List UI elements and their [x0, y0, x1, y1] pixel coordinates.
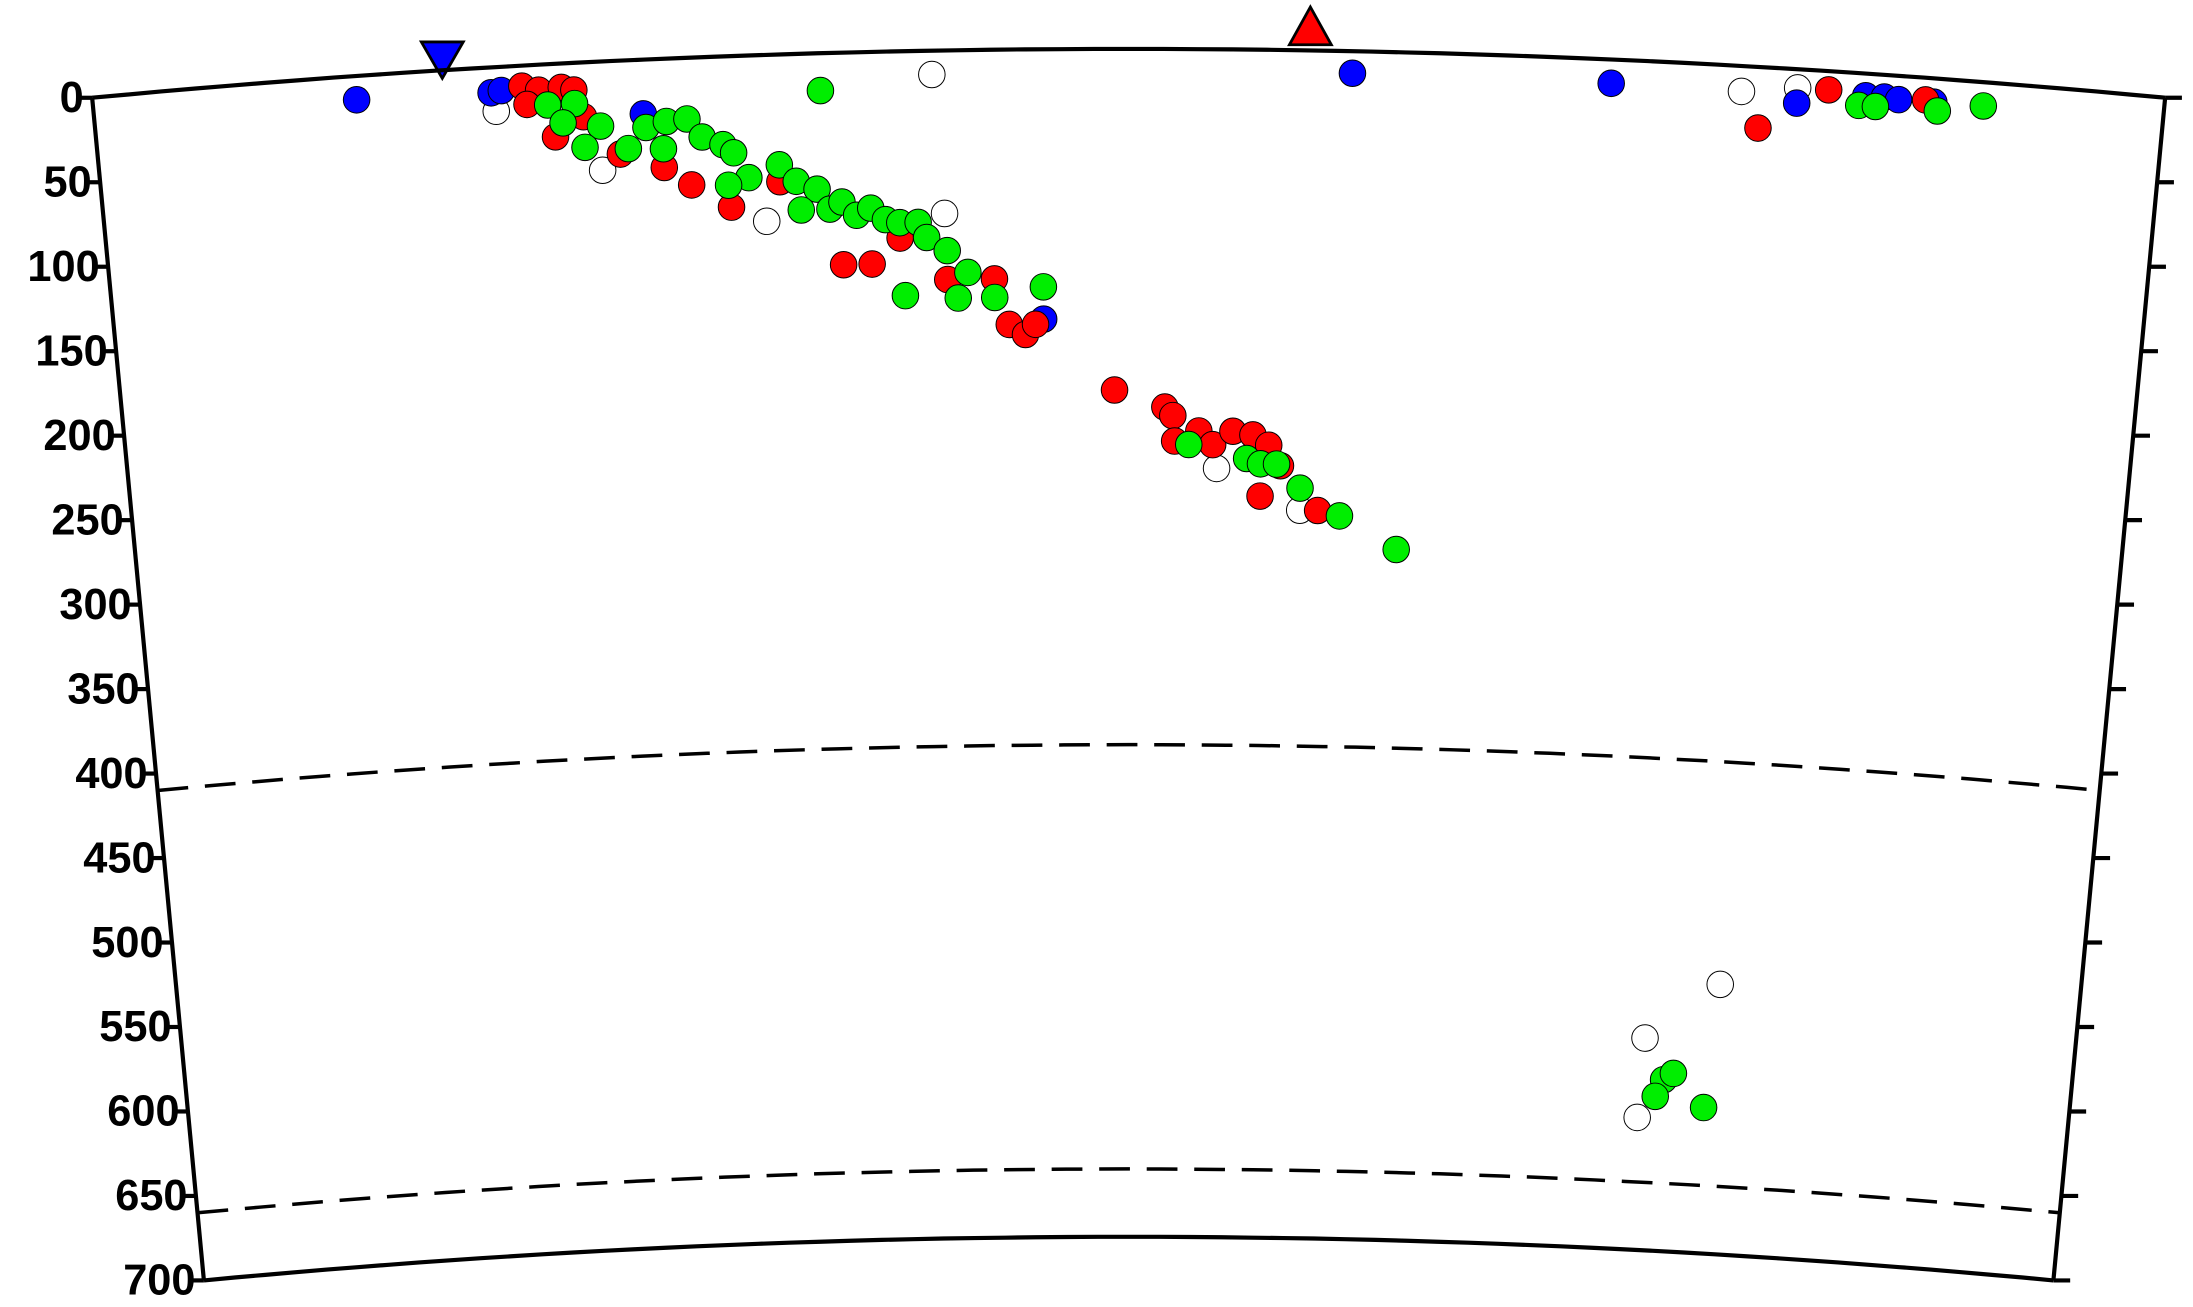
- event-point: [1021, 310, 1050, 339]
- event-point: [765, 151, 794, 179]
- event-point: [342, 86, 371, 114]
- y-tick-label: 100: [27, 243, 99, 291]
- event-point: [1706, 970, 1734, 999]
- y-tick-label: 250: [51, 496, 123, 544]
- y-tick-label: 350: [67, 665, 139, 713]
- event-point: [1884, 85, 1913, 114]
- volcano-marker: [1287, 4, 1334, 47]
- event-point: [649, 134, 678, 163]
- event-point: [1246, 482, 1274, 510]
- event-point: [1159, 401, 1187, 430]
- event-point: [1382, 535, 1410, 564]
- y-tick-label: 150: [35, 327, 107, 375]
- event-point: [1325, 502, 1354, 530]
- event-point: [980, 283, 1009, 312]
- event-point: [752, 207, 781, 236]
- event-point: [891, 281, 920, 310]
- event-point: [1641, 1082, 1669, 1111]
- y-tick-label: 50: [44, 159, 92, 207]
- event-point: [829, 250, 858, 279]
- event-point: [918, 60, 946, 89]
- event-point: [1744, 114, 1772, 142]
- event-point: [1923, 97, 1952, 125]
- event-point: [954, 258, 982, 287]
- event-point: [930, 199, 959, 228]
- event-point: [1969, 92, 1998, 120]
- station-marker: [418, 40, 466, 82]
- event-point: [1623, 1103, 1651, 1132]
- event-point: [549, 109, 577, 137]
- left-edge: [90, 97, 206, 1281]
- event-point: [1782, 89, 1811, 117]
- event-point: [1659, 1059, 1688, 1088]
- event-point: [806, 76, 835, 105]
- event-point: [912, 223, 941, 252]
- y-tick-label: 450: [83, 834, 155, 882]
- event-point: [1029, 273, 1058, 301]
- y-tick-label: 600: [107, 1088, 179, 1136]
- event-point: [714, 171, 743, 199]
- event-point: [588, 156, 617, 185]
- event-point: [1100, 376, 1129, 404]
- event-point: [1286, 474, 1314, 502]
- event-point: [787, 196, 816, 224]
- event-point: [933, 236, 961, 265]
- event-point: [1174, 430, 1203, 459]
- y-tick-label: 550: [99, 1003, 171, 1051]
- event-point: [1814, 76, 1843, 104]
- event-point: [944, 284, 973, 312]
- bottom-line: [203, 1234, 2054, 1283]
- event-point: [614, 134, 643, 163]
- y-tick-label: 400: [75, 750, 147, 798]
- y-tick-label: 500: [91, 919, 163, 967]
- event-point: [586, 112, 615, 140]
- event-point: [673, 105, 701, 133]
- discontinuity-line: [157, 742, 2100, 793]
- y-tick-label: 300: [59, 581, 131, 629]
- event-point: [719, 139, 748, 167]
- event-point: [1727, 77, 1756, 106]
- event-point: [1202, 454, 1231, 483]
- event-point: [1631, 1024, 1659, 1052]
- event-point: [1338, 59, 1367, 88]
- event-point: [803, 175, 831, 203]
- event-point: [571, 133, 599, 162]
- event-point: [1262, 450, 1291, 478]
- event-point: [858, 250, 886, 278]
- y-tick-label: 0: [60, 74, 84, 122]
- y-tick-label: 700: [123, 1257, 195, 1305]
- surface-line: [91, 46, 2166, 100]
- discontinuity-line: [197, 1167, 2060, 1215]
- y-tick-label: 650: [115, 1172, 187, 1220]
- y-tick-label: 200: [43, 412, 115, 460]
- event-point: [1597, 69, 1625, 98]
- event-point: [1689, 1093, 1718, 1122]
- event-point: [677, 171, 706, 199]
- event-point: [1861, 92, 1890, 121]
